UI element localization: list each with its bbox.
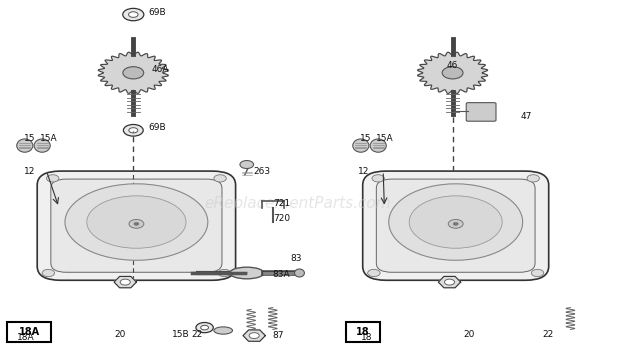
- Ellipse shape: [229, 267, 264, 279]
- Circle shape: [214, 175, 226, 182]
- Circle shape: [134, 222, 139, 225]
- Text: 69B: 69B: [149, 8, 166, 17]
- Ellipse shape: [409, 196, 502, 248]
- Polygon shape: [99, 52, 169, 94]
- Text: 15B: 15B: [172, 330, 190, 339]
- Text: eReplacementParts.com: eReplacementParts.com: [204, 196, 391, 211]
- Polygon shape: [438, 276, 461, 288]
- Polygon shape: [114, 276, 136, 288]
- Polygon shape: [418, 52, 488, 94]
- Circle shape: [218, 269, 231, 277]
- Circle shape: [129, 219, 144, 228]
- FancyBboxPatch shape: [51, 179, 222, 272]
- FancyBboxPatch shape: [376, 179, 535, 272]
- Text: 20: 20: [464, 330, 475, 339]
- Text: 720: 720: [273, 214, 290, 223]
- Circle shape: [129, 128, 138, 133]
- Text: 87: 87: [273, 331, 285, 340]
- Circle shape: [448, 219, 463, 228]
- Circle shape: [196, 323, 213, 333]
- Text: 18: 18: [356, 327, 370, 337]
- Ellipse shape: [214, 327, 232, 334]
- Ellipse shape: [65, 184, 208, 260]
- Text: 15: 15: [360, 134, 371, 143]
- Circle shape: [42, 269, 55, 277]
- Circle shape: [46, 175, 59, 182]
- Ellipse shape: [34, 139, 50, 152]
- Circle shape: [527, 175, 539, 182]
- FancyBboxPatch shape: [7, 322, 51, 342]
- Text: 20: 20: [115, 330, 126, 339]
- Text: 12: 12: [358, 167, 370, 175]
- Circle shape: [128, 12, 138, 17]
- Circle shape: [445, 279, 454, 285]
- Circle shape: [531, 269, 544, 277]
- FancyBboxPatch shape: [363, 171, 549, 280]
- Text: 69B: 69B: [149, 123, 166, 132]
- Text: 263: 263: [253, 167, 270, 175]
- Circle shape: [368, 269, 380, 277]
- Circle shape: [372, 175, 384, 182]
- Ellipse shape: [370, 139, 386, 152]
- Text: 15: 15: [24, 134, 35, 143]
- Ellipse shape: [87, 196, 186, 248]
- Text: 46: 46: [446, 61, 458, 70]
- FancyBboxPatch shape: [346, 322, 380, 342]
- Circle shape: [123, 8, 144, 21]
- Text: 721: 721: [273, 199, 290, 208]
- Text: 18A: 18A: [17, 333, 35, 342]
- Ellipse shape: [17, 139, 33, 152]
- Circle shape: [123, 67, 144, 79]
- FancyBboxPatch shape: [37, 171, 236, 280]
- Circle shape: [453, 222, 458, 225]
- Ellipse shape: [294, 269, 304, 277]
- Text: 47: 47: [521, 112, 532, 121]
- Text: 22: 22: [191, 330, 202, 339]
- Polygon shape: [243, 330, 265, 341]
- Ellipse shape: [389, 184, 523, 260]
- Text: 12: 12: [24, 167, 35, 175]
- Circle shape: [249, 333, 259, 339]
- Circle shape: [201, 325, 208, 330]
- Circle shape: [442, 67, 463, 79]
- Text: 22: 22: [542, 330, 554, 339]
- Text: 15A: 15A: [376, 134, 394, 143]
- Text: 46A: 46A: [152, 65, 169, 74]
- Text: 83: 83: [290, 254, 302, 263]
- Circle shape: [123, 124, 143, 136]
- Text: 83A: 83A: [273, 270, 290, 279]
- Ellipse shape: [353, 139, 369, 152]
- Text: 15A: 15A: [40, 134, 58, 143]
- Text: 18: 18: [361, 333, 373, 342]
- Circle shape: [240, 161, 254, 169]
- Circle shape: [120, 279, 130, 285]
- Text: 18A: 18A: [19, 327, 40, 337]
- FancyBboxPatch shape: [466, 103, 496, 121]
